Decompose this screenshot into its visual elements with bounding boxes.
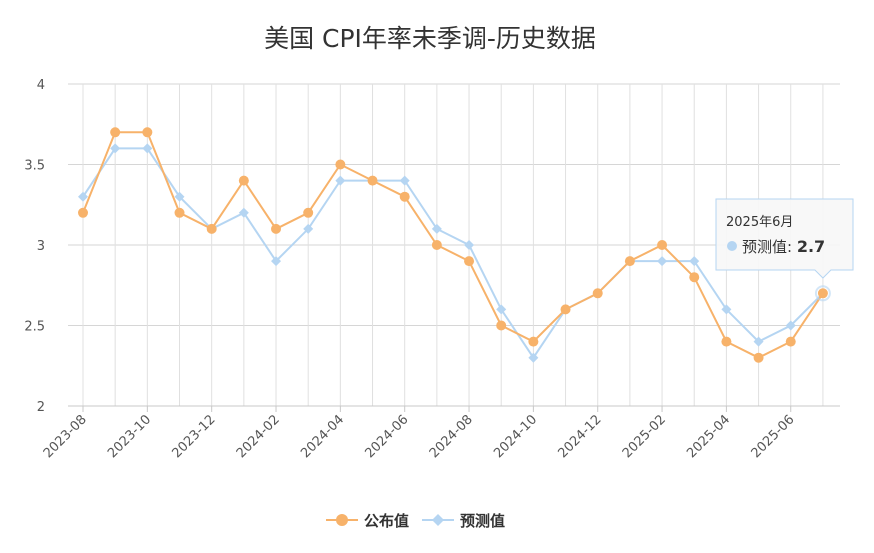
x-tick-label: 2024-04 — [298, 412, 347, 461]
data-point[interactable] — [78, 191, 88, 202]
data-point[interactable] — [335, 175, 346, 186]
data-point[interactable] — [431, 240, 442, 250]
tooltip-value: 2.7 — [797, 237, 825, 256]
y-tick-label: 4 — [37, 78, 45, 93]
data-point[interactable] — [721, 304, 732, 315]
chart-title: 美国 CPI年率未季调-历史数据 — [264, 24, 596, 53]
y-tick-label: 2 — [37, 400, 45, 415]
x-tick-label: 2023-10 — [105, 412, 154, 461]
y-tick-label: 3 — [37, 239, 45, 254]
data-point[interactable] — [206, 223, 217, 234]
data-point[interactable] — [785, 336, 796, 347]
data-point[interactable] — [657, 240, 668, 250]
x-tick-label: 2025-04 — [684, 412, 733, 461]
y-tick-label: 3.5 — [24, 159, 45, 174]
legend-marker — [336, 514, 348, 526]
data-point[interactable] — [496, 304, 507, 315]
x-tick-label: 2024-12 — [556, 412, 605, 461]
x-tick-label: 2024-02 — [234, 412, 283, 461]
x-tick-label: 2023-12 — [169, 412, 218, 461]
legend-item-published[interactable]: 公布值 — [326, 512, 409, 530]
data-point[interactable] — [238, 207, 249, 218]
tooltip-box — [715, 198, 854, 279]
data-point[interactable] — [528, 352, 539, 363]
data-point[interactable] — [367, 175, 378, 186]
data-point[interactable] — [303, 207, 314, 218]
legend-item-forecast[interactable]: 预测值 — [422, 512, 505, 530]
series-published — [78, 127, 828, 363]
data-point[interactable] — [271, 223, 282, 234]
data-point[interactable] — [560, 304, 571, 315]
data-point[interactable] — [174, 191, 185, 202]
data-point[interactable] — [753, 352, 764, 363]
data-point[interactable] — [110, 143, 121, 154]
series-layer — [78, 127, 828, 363]
data-point[interactable] — [464, 256, 475, 267]
data-point[interactable] — [464, 240, 475, 250]
x-tick-label: 2024-10 — [491, 412, 540, 461]
x-tick-label: 2025-06 — [749, 412, 798, 461]
data-point[interactable] — [721, 336, 732, 347]
data-point[interactable] — [271, 256, 282, 267]
tooltip-series-label: 预测值: 2.7 — [742, 237, 825, 256]
legend-label: 公布值 — [364, 512, 409, 530]
legend-marker — [432, 514, 444, 526]
series-line — [82, 147, 824, 360]
data-point[interactable] — [753, 336, 764, 347]
data-point[interactable] — [78, 207, 88, 218]
data-point[interactable] — [689, 272, 700, 283]
data-point[interactable] — [592, 288, 603, 299]
y-tick-label: 2.5 — [24, 320, 45, 335]
y-axis: 2 2.5 3 3.5 4 — [24, 78, 45, 415]
legend[interactable]: 公布值 预测值 — [326, 512, 505, 530]
data-point[interactable] — [657, 256, 668, 267]
x-tick-label: 2024-08 — [427, 412, 476, 461]
data-point[interactable] — [817, 288, 828, 299]
tooltip-highlight — [814, 285, 831, 302]
data-point[interactable] — [110, 127, 121, 138]
data-point[interactable] — [174, 207, 185, 218]
x-tick-label: 2025-02 — [620, 412, 669, 461]
x-axis: 2023-08 2023-10 2023-12 2024-02 2024-04 2024-… — [41, 406, 798, 461]
data-point[interactable] — [142, 127, 153, 138]
tooltip-header: 2025年6月 — [726, 215, 793, 230]
data-point[interactable] — [335, 159, 346, 170]
data-point[interactable] — [496, 320, 507, 331]
x-tick-label: 2023-08 — [41, 412, 90, 461]
data-point[interactable] — [142, 143, 153, 154]
data-point[interactable] — [399, 191, 410, 202]
legend-label: 预测值 — [460, 512, 505, 530]
data-point[interactable] — [303, 223, 314, 234]
data-point[interactable] — [399, 175, 410, 186]
data-point[interactable] — [624, 256, 635, 267]
data-point[interactable] — [785, 320, 796, 331]
x-tick-label: 2024-06 — [363, 412, 412, 461]
data-point[interactable] — [431, 223, 442, 234]
data-point[interactable] — [689, 256, 700, 267]
tooltip-series-dot — [727, 241, 737, 251]
data-point[interactable] — [238, 175, 249, 186]
series-line — [82, 131, 824, 359]
data-point[interactable] — [528, 336, 539, 347]
